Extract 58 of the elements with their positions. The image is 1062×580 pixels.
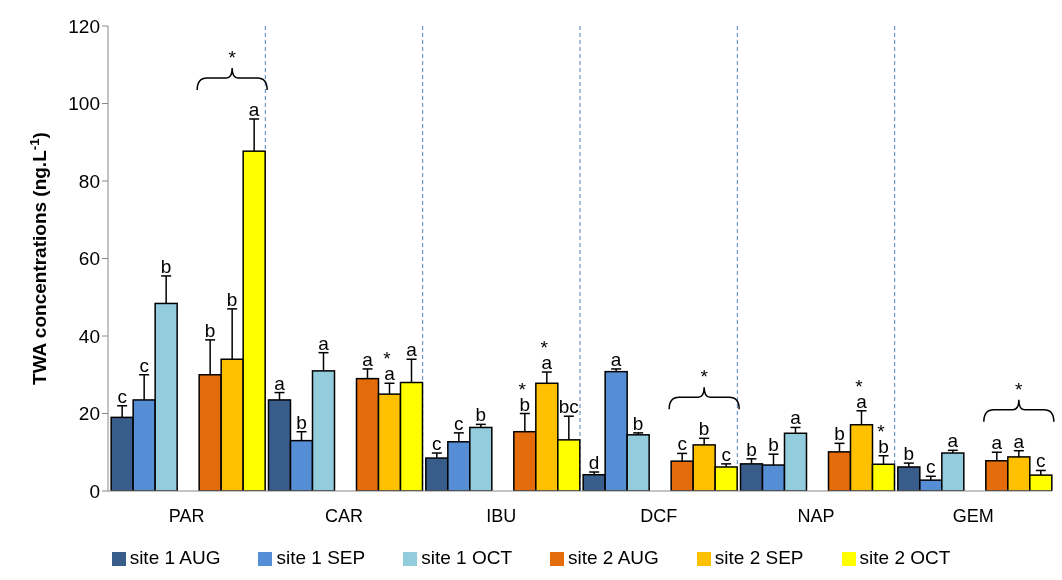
legend-label: site 2 AUG: [568, 547, 659, 568]
data-label: b: [903, 443, 915, 465]
data-label: b: [768, 434, 779, 456]
y-tick-label: 120: [68, 15, 100, 37]
data-label: b: [632, 412, 644, 434]
x-tick-label: PAR: [168, 505, 205, 526]
data-label: c: [454, 412, 464, 434]
y-tick-label: 60: [78, 248, 100, 270]
legend-label: site 2 SEP: [714, 547, 804, 568]
annotation: *: [1015, 378, 1024, 400]
data-label: c: [721, 443, 731, 465]
data-label: a: [991, 432, 1003, 454]
y-tick-label: 100: [68, 93, 100, 115]
data-label: c: [432, 433, 442, 455]
data-label: * a: [540, 337, 554, 374]
legend-label: site 2 OCT: [859, 547, 951, 568]
y-tick-label: 0: [89, 480, 100, 502]
data-label: d: [588, 452, 600, 474]
data-label: c: [677, 433, 687, 455]
annotation: *: [228, 47, 237, 68]
data-label: c: [926, 456, 936, 478]
data-label: b: [746, 438, 757, 460]
data-label: c: [117, 385, 127, 407]
legend-label: site 1 SEP: [276, 547, 366, 568]
x-tick-label: CAR: [324, 505, 364, 526]
data-label: bc: [558, 396, 579, 418]
x-tick-label: GEM: [952, 505, 994, 526]
data-label: c: [139, 354, 149, 376]
data-label: * b: [518, 378, 532, 415]
data-label: b: [160, 255, 172, 277]
data-label: a: [610, 348, 622, 370]
legend-label: site 1 OCT: [421, 547, 512, 568]
data-label: a: [274, 372, 286, 394]
legend-label: site 1 AUG: [129, 547, 221, 568]
data-label: b: [226, 288, 238, 310]
data-label: a: [248, 99, 260, 120]
data-label: b: [296, 411, 307, 433]
y-tick-label: 80: [78, 170, 100, 192]
data-label: * a: [855, 375, 868, 412]
data-label: a: [947, 430, 959, 452]
y-tick-label: 40: [78, 325, 100, 347]
data-label: a: [318, 332, 330, 354]
y-tick-label: 20: [78, 403, 100, 425]
data-label: a: [406, 339, 418, 361]
x-tick-label: IBU: [486, 505, 517, 526]
data-label: c: [1036, 450, 1046, 472]
data-label: * b: [877, 420, 890, 457]
data-label: * a: [383, 348, 396, 385]
data-label: a: [790, 407, 802, 429]
data-label: a: [362, 348, 374, 370]
x-tick-label: DCF: [640, 505, 678, 526]
x-tick-label: NAP: [797, 505, 835, 526]
data-label: a: [1013, 430, 1025, 452]
annotation: *: [700, 366, 709, 388]
data-label: b: [204, 319, 216, 341]
data-label: b: [698, 418, 710, 440]
data-label: b: [475, 404, 487, 426]
data-label: b: [834, 423, 845, 445]
